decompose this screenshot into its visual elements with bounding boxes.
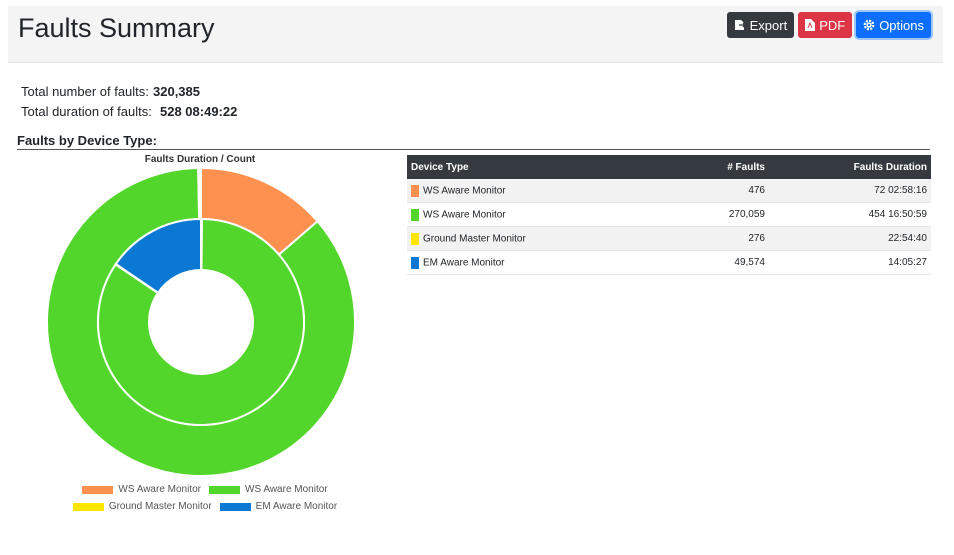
inner-ring-slice[interactable]: [97, 217, 305, 426]
device-color-swatch: [411, 208, 419, 221]
total-faults-value: 320,385: [153, 84, 200, 99]
device-name: EM Aware Monitor: [423, 257, 505, 269]
legend-row: WS Aware Monitor WS Aware Monitor: [60, 484, 350, 495]
export-button[interactable]: Export: [726, 12, 795, 38]
pdf-button[interactable]: PDF: [798, 12, 853, 38]
device-cell: Ground Master Monitor: [407, 226, 655, 251]
device-cell: WS Aware Monitor: [407, 179, 655, 203]
table-row: Ground Master Monitor 276 22:54:40: [407, 226, 931, 251]
table-header-row: Device Type # Faults Faults Duration: [407, 155, 931, 179]
total-faults-row: Total number of faults: 320,385: [21, 82, 237, 102]
device-name: WS Aware Monitor: [423, 185, 506, 197]
device-type-table: Device Type # Faults Faults Duration WS …: [407, 155, 931, 275]
device-color-swatch: [411, 232, 419, 245]
options-button-label: Options: [879, 17, 924, 33]
device-color-swatch: [411, 256, 419, 269]
section-title: Faults by Device Type:: [17, 133, 930, 150]
duration-cell: 454 16:50:59: [769, 202, 931, 227]
column-header-duration[interactable]: Faults Duration: [769, 155, 931, 179]
chart-legend: WS Aware Monitor WS Aware Monitor Ground…: [60, 484, 350, 518]
device-color-swatch: [411, 184, 419, 197]
faults-cell: 476: [655, 179, 769, 203]
device-name: WS Aware Monitor: [423, 209, 506, 221]
legend-item[interactable]: EM Aware Monitor: [219, 501, 338, 512]
page-title: Faults Summary: [18, 13, 215, 43]
legend-swatch: [209, 485, 240, 494]
inner-ring-slice[interactable]: [114, 217, 202, 295]
fault-totals: Total number of faults: 320,385 Total du…: [21, 82, 237, 122]
legend-item[interactable]: Ground Master Monitor: [72, 501, 212, 512]
table-row: WS Aware Monitor 476 72 02:58:16: [407, 179, 931, 203]
faults-cell: 270,059: [655, 202, 769, 227]
outer-ring-slice[interactable]: [198, 166, 202, 221]
header-toolbar: Export PDF Options: [726, 12, 931, 38]
gear-icon: [863, 19, 875, 31]
total-duration-row: Total duration of faults: 528 08:49:22: [21, 102, 237, 122]
total-duration-value: 528 08:49:22: [160, 104, 238, 119]
legend-label: WS Aware Monitor: [118, 484, 201, 495]
legend-item[interactable]: WS Aware Monitor: [82, 484, 201, 495]
options-button[interactable]: Options: [856, 12, 931, 38]
pdf-file-icon: [805, 19, 816, 31]
donut-chart: [46, 166, 356, 477]
legend-swatch: [72, 502, 104, 511]
device-cell: EM Aware Monitor: [407, 250, 655, 275]
total-duration-label: Total duration of faults:: [21, 104, 152, 119]
legend-label: WS Aware Monitor: [245, 484, 328, 495]
faults-cell: 49,574: [655, 250, 769, 275]
faults-cell: 276: [655, 226, 769, 251]
pdf-button-label: PDF: [819, 17, 846, 33]
legend-label: Ground Master Monitor: [108, 501, 212, 512]
column-header-faults[interactable]: # Faults: [655, 155, 769, 179]
duration-cell: 14:05:27: [769, 250, 931, 275]
total-faults-label: Total number of faults:: [21, 84, 149, 99]
duration-cell: 72 02:58:16: [769, 179, 931, 203]
export-icon: [734, 20, 746, 30]
legend-row: Ground Master Monitor EM Aware Monitor: [60, 501, 350, 512]
page-header: Faults Summary Export PDF Options: [8, 6, 943, 63]
column-header-device-type[interactable]: Device Type: [407, 155, 655, 179]
legend-swatch: [219, 502, 251, 511]
export-button-label: Export: [749, 17, 788, 33]
device-cell: WS Aware Monitor: [407, 202, 655, 227]
legend-swatch: [82, 485, 114, 494]
device-name: Ground Master Monitor: [423, 233, 526, 245]
legend-item[interactable]: WS Aware Monitor: [209, 484, 328, 495]
legend-label: EM Aware Monitor: [255, 501, 338, 512]
chart-title: Faults Duration / Count: [144, 154, 256, 165]
table-row: EM Aware Monitor 49,574 14:05:27: [407, 250, 931, 275]
duration-cell: 22:54:40: [769, 226, 931, 251]
table-row: WS Aware Monitor 270,059 454 16:50:59: [407, 202, 931, 227]
